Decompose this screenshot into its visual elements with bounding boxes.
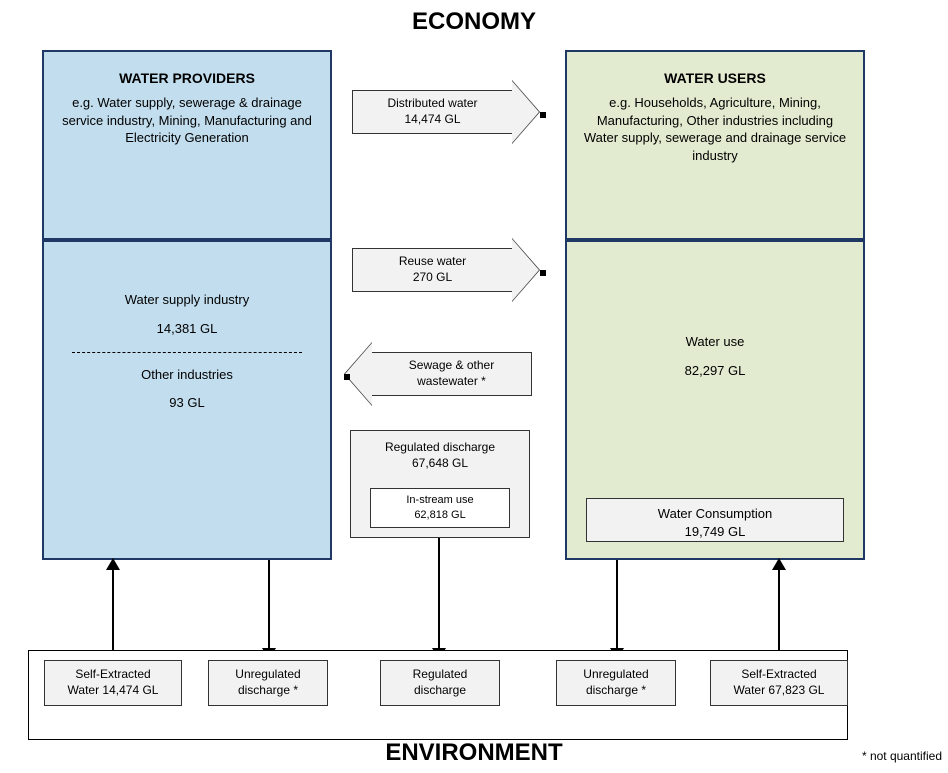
distributed-water-value: 14,474 GL [353,111,512,127]
instream-use-label: In-stream use [377,493,503,508]
env-slot2-value: discharge * [213,683,323,699]
env-self-extracted-left: Self-Extracted Water 14,474 GL [44,660,182,706]
water-providers-header: WATER PROVIDERS [44,52,330,86]
distributed-water-arrow: Distributed water 14,474 GL [352,90,512,134]
arrowhead-up-icon [106,558,120,570]
water-consumption-box: Water Consumption 19,749 GL [586,498,844,542]
supply-value: 14,381 GL [44,319,330,340]
providers-divider [72,352,302,353]
diagram-canvas: ECONOMY WATER PROVIDERS e.g. Water suppl… [0,0,948,773]
env-slot5-label: Self-Extracted [715,667,843,683]
footnote: * not quantified [862,749,942,763]
regulated-discharge-value: 67,648 GL [357,455,523,471]
sewage-arrow: Sewage & other wastewater * [372,352,532,396]
water-users-desc: e.g. Households, Agriculture, Mining, Ma… [567,86,863,164]
reuse-water-label: Reuse water [399,254,466,268]
reuse-water-arrow: Reuse water 270 GL [352,248,512,292]
other-industries-value: 93 GL [44,393,330,414]
env-slot3-value: discharge [385,683,495,699]
env-self-extracted-right: Self-Extracted Water 67,823 GL [710,660,848,706]
instream-use-value: 62,818 GL [377,508,503,523]
env-slot4-label: Unregulated [561,667,671,683]
water-consumption-label: Water Consumption [593,505,837,523]
title-environment: ENVIRONMENT [0,739,948,767]
supply-label: Water supply industry [44,290,330,311]
title-economy: ECONOMY [0,8,948,36]
water-providers-body: Water supply industry 14,381 GL Other in… [42,240,332,560]
reuse-water-value: 270 GL [353,269,512,285]
arrowhead-up-icon [772,558,786,570]
flow-arrow-a3 [438,538,440,658]
flow-arrow-a5 [778,560,780,658]
water-use-value: 82,297 GL [567,361,863,382]
env-slot1-label: Self-Extracted [49,667,177,683]
env-slot1-value: Water 14,474 GL [49,683,177,699]
water-use-label: Water use [567,332,863,353]
instream-use-box: In-stream use 62,818 GL [370,488,510,528]
water-providers-panel: WATER PROVIDERS e.g. Water supply, sewer… [42,50,332,240]
env-unregulated-left: Unregulated discharge * [208,660,328,706]
flow-arrow-a1 [112,560,114,658]
water-users-header: WATER USERS [567,52,863,86]
flow-arrow-a2 [268,560,270,658]
sewage-label-1: Sewage & other [409,358,494,372]
env-slot4-value: discharge * [561,683,671,699]
water-consumption-value: 19,749 GL [593,523,837,541]
env-slot3-label: Regulated [385,667,495,683]
flow-arrow-a4 [616,560,618,658]
water-users-panel: WATER USERS e.g. Households, Agriculture… [565,50,865,240]
env-slot5-value: Water 67,823 GL [715,683,843,699]
sewage-label-2: wastewater * [372,373,531,389]
env-slot2-label: Unregulated [213,667,323,683]
env-regulated: Regulated discharge [380,660,500,706]
regulated-discharge-label: Regulated discharge [357,439,523,455]
distributed-water-label: Distributed water [387,96,477,110]
env-unregulated-right: Unregulated discharge * [556,660,676,706]
other-industries-label: Other industries [44,365,330,386]
water-providers-desc: e.g. Water supply, sewerage & drainage s… [44,86,330,147]
